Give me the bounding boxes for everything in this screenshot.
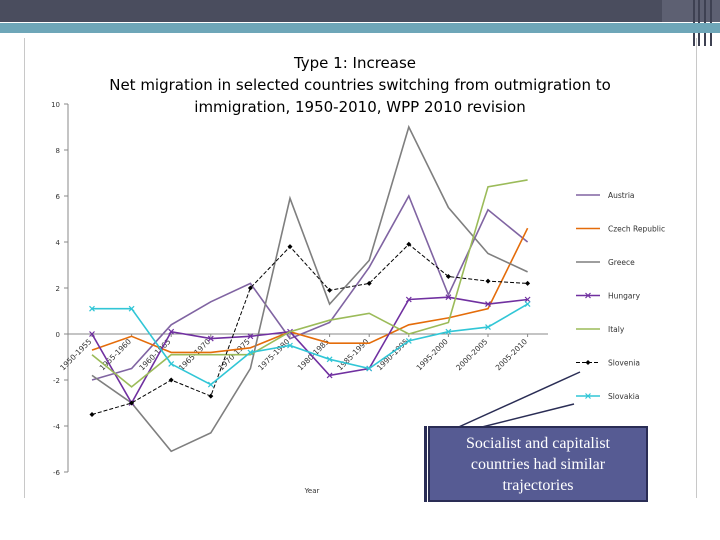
y-tick-label: 2: [56, 285, 60, 293]
data-point: [405, 337, 412, 344]
slide-accent-rule: [0, 23, 720, 33]
y-tick-label: 4: [56, 239, 61, 247]
data-point: [445, 328, 452, 335]
data-point: [207, 381, 214, 388]
chart-title-line: immigration, 1950-2010, WPP 2010 revisio…: [194, 98, 525, 116]
x-axis-title: Year: [304, 487, 320, 495]
legend-marker: [585, 360, 591, 365]
data-point: [485, 301, 491, 308]
callout-box: Socialist and capitalist countries had s…: [428, 426, 648, 502]
data-point: [287, 342, 293, 349]
chart-frame-right: [696, 38, 697, 498]
data-point: [287, 244, 293, 250]
data-point: [405, 296, 412, 303]
data-point: [445, 274, 451, 279]
data-point: [366, 365, 373, 372]
legend-marker: [585, 292, 591, 299]
chart-frame-left: [24, 38, 25, 498]
data-point: [89, 331, 95, 337]
data-point: [168, 377, 174, 383]
legend-label: Czech Republic: [608, 225, 665, 234]
data-point: [366, 280, 372, 286]
legend-label: Greece: [608, 258, 635, 267]
series-line: [91, 124, 528, 453]
data-point: [168, 360, 175, 367]
legend-label: Slovenia: [608, 359, 640, 368]
data-point: [525, 280, 531, 286]
data-point: [247, 349, 254, 356]
legend-label: Hungary: [608, 292, 641, 301]
x-tick-label: 2000-2005: [454, 337, 489, 372]
legend-label: Italy: [608, 325, 625, 334]
data-point: [89, 412, 95, 417]
data-point: [129, 400, 135, 406]
data-point: [207, 335, 214, 342]
y-tick-label: 8: [56, 147, 60, 155]
data-point: [326, 372, 333, 379]
data-point: [128, 305, 135, 312]
x-tick-label: 1990-1995: [375, 337, 410, 372]
chart-title-line: Net migration in selected countries swit…: [109, 76, 611, 94]
legend-marker: [585, 393, 591, 399]
data-point: [326, 356, 333, 363]
y-tick-label: -2: [53, 377, 60, 385]
data-point: [406, 241, 412, 247]
series-line: [91, 227, 529, 354]
series-line: [91, 243, 528, 415]
data-point: [208, 393, 214, 399]
x-tick-label: 2005-2010: [494, 337, 529, 372]
series-line: [91, 194, 529, 381]
x-tick-label: 1995-2000: [415, 337, 450, 372]
chart-title-line: Type 1: Increase: [293, 54, 416, 72]
y-tick-label: 6: [56, 193, 61, 201]
x-tick-label: 1975-1980: [256, 337, 291, 372]
callout-bar: [424, 426, 427, 502]
data-point: [445, 294, 452, 301]
legend-label: Austria: [608, 191, 635, 200]
data-point: [327, 287, 333, 293]
data-point: [168, 328, 175, 335]
data-point: [89, 305, 95, 312]
y-tick-label: -4: [53, 423, 61, 431]
data-point: [524, 296, 531, 303]
x-tick-label: 1950-1955: [58, 337, 93, 372]
y-tick-label: -6: [53, 469, 61, 477]
data-point: [485, 278, 491, 284]
y-tick-label: 0: [56, 331, 60, 339]
y-tick-label: 10: [51, 101, 60, 109]
data-point: [485, 324, 491, 331]
callout-text: Socialist and capitalist countries had s…: [466, 434, 610, 494]
data-point: [524, 301, 531, 308]
series-line: [92, 303, 529, 386]
data-point: [247, 333, 254, 340]
legend-label: Slovakia: [608, 392, 640, 401]
data-point: [247, 285, 253, 291]
series-line: [91, 179, 528, 388]
